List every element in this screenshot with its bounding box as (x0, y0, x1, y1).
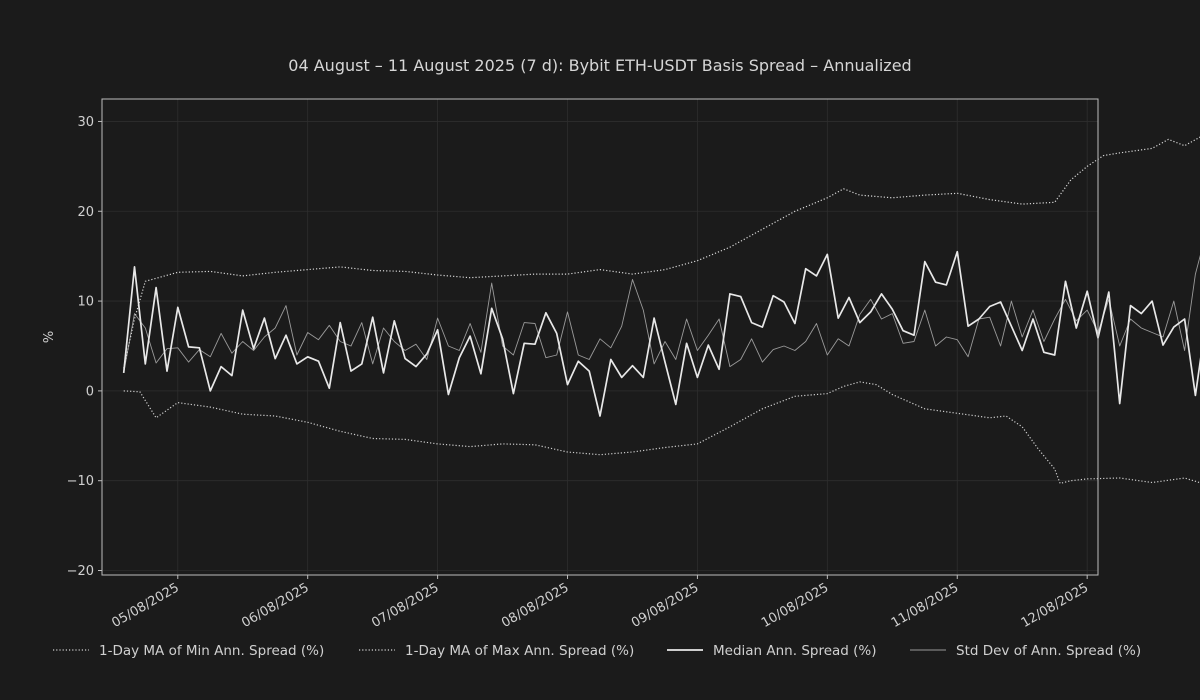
legend-label: 1-Day MA of Min Ann. Spread (%) (99, 643, 324, 659)
plot-area (101, 98, 1099, 576)
series-layer (122, 136, 1200, 484)
x-tick-label: 09/08/2025 (629, 580, 701, 630)
y-tick-label: 20 (77, 205, 94, 220)
legend-label: 1-Day MA of Max Ann. Spread (%) (405, 643, 634, 659)
series-line-4 (123, 254, 1200, 373)
y-tick-label: −20 (67, 564, 94, 579)
x-tick-label: 08/08/2025 (499, 580, 571, 630)
y-tick-label: 30 (77, 115, 94, 130)
legend-label: Median Ann. Spread (%) (713, 643, 877, 659)
y-axis-label: % (42, 331, 57, 343)
series-line-2 (123, 136, 1200, 369)
x-tick-label: 11/08/2025 (889, 580, 961, 630)
x-axis: 05/08/2025 06/08/2025 07/08/2025 08/08/2025… (109, 575, 1091, 631)
x-tick-label: 06/08/2025 (239, 580, 311, 630)
legend: 1-Day MA of Min Ann. Spread (%) 1-Day MA … (53, 643, 1141, 659)
chart-title: 04 August – 11 August 2025 (7 d): Bybit … (288, 56, 911, 75)
legend-label: Std Dev of Ann. Spread (%) (956, 643, 1141, 659)
x-tick-label: 05/08/2025 (109, 580, 181, 630)
grid (102, 99, 1098, 575)
series-line-3 (122, 250, 1200, 417)
y-axis: −20 −10 0 10 20 30 (67, 115, 102, 579)
y-tick-label: 10 (77, 295, 94, 310)
series-line-1 (123, 381, 1200, 484)
y-tick-label: −10 (67, 474, 94, 489)
x-tick-label: 07/08/2025 (369, 580, 441, 630)
x-tick-label: 10/08/2025 (759, 580, 831, 630)
y-tick-label: 0 (86, 384, 94, 399)
x-tick-label: 12/08/2025 (1019, 580, 1091, 630)
